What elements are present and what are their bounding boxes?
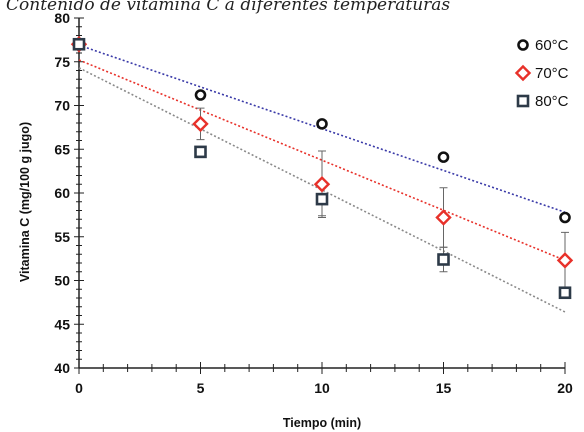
data-point [316, 118, 328, 130]
data-point [192, 115, 209, 133]
data-point [559, 211, 571, 224]
data-point [194, 89, 207, 101]
y-tick-label: 80 [54, 10, 70, 26]
chart-title: Contenido de vitamina C a diferentes tem… [6, 0, 450, 15]
data-point [315, 192, 329, 206]
x-axis-label: Tiempo (min) [283, 416, 361, 430]
legend: 60°C 70°C 80°C [514, 37, 569, 110]
trendline-2 [78, 59, 566, 262]
y-tick-label: 75 [54, 54, 70, 70]
y-tick-label: 60 [54, 185, 70, 201]
axes: 40 45 50 55 60 65 70 75 80 0 5 10 15 20 [54, 10, 573, 396]
legend-label: 80°C [535, 93, 569, 110]
legend-label: 70°C [535, 65, 569, 82]
data-point [556, 252, 574, 269]
y-tick-label: 40 [54, 360, 70, 376]
data-point [435, 209, 452, 226]
legend-marker [516, 94, 530, 108]
x-tick-label: 10 [314, 380, 330, 396]
y-axis-label: Vitamina C (mg/100 g jugo) [18, 122, 32, 282]
data-point [558, 286, 572, 300]
x-tick-label: 20 [557, 380, 573, 396]
legend-marker [517, 39, 529, 51]
data-point [313, 176, 331, 193]
data-point [194, 145, 207, 159]
y-tick-label: 70 [54, 98, 70, 114]
data-point [72, 37, 86, 51]
y-tick-label: 55 [54, 229, 70, 245]
error-bars [196, 107, 569, 289]
y-tick-label: 65 [54, 141, 70, 157]
x-tick-label: 0 [75, 380, 83, 396]
data-point [437, 151, 450, 163]
x-tick-label: 15 [436, 380, 452, 396]
y-tick-label: 45 [54, 316, 70, 332]
y-tick-label: 50 [54, 273, 70, 289]
data-markers [70, 36, 574, 300]
legend-marker [514, 64, 532, 82]
data-point [437, 253, 450, 266]
legend-label: 60°C [535, 37, 569, 54]
x-tick-label: 5 [197, 380, 205, 396]
